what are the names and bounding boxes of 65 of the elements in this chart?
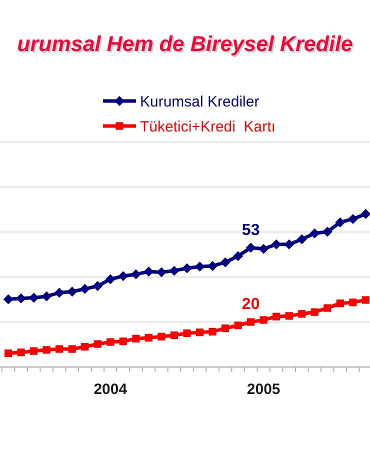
point: [324, 304, 332, 312]
point: [156, 267, 166, 278]
legend-label: Kurumsal Krediler: [140, 94, 260, 110]
point: [362, 296, 370, 304]
point: [336, 300, 344, 308]
point: [296, 234, 307, 244]
point: [42, 291, 52, 302]
point: [28, 292, 39, 303]
point: [310, 308, 318, 316]
point: [106, 338, 114, 346]
point: [260, 316, 268, 324]
point: [16, 293, 26, 304]
point: [208, 328, 216, 336]
data-label: 53: [242, 222, 260, 239]
point: [118, 271, 128, 282]
point: [247, 318, 255, 326]
point: [80, 284, 90, 294]
point: [335, 217, 346, 228]
point: [42, 346, 50, 354]
x-tick-label: 2005: [246, 381, 280, 398]
point: [105, 274, 116, 284]
point: [310, 228, 320, 238]
point: [119, 338, 127, 346]
chart-title: urumsal Hem de Bireysel Kredile: [18, 34, 354, 58]
point: [54, 288, 64, 298]
point: [322, 226, 332, 237]
point: [56, 345, 64, 353]
point: [67, 286, 78, 297]
point: [68, 345, 76, 353]
point: [182, 263, 192, 274]
point: [285, 312, 293, 320]
point: [349, 298, 357, 306]
point: [30, 347, 38, 355]
point: [81, 342, 89, 351]
point: [3, 294, 14, 304]
point: [130, 269, 141, 280]
point: [144, 266, 154, 277]
point: [196, 328, 204, 336]
point: [284, 239, 294, 250]
point: [272, 312, 280, 320]
legend-label: Tüketici+Kredi Kartı: [140, 118, 276, 136]
point: [4, 349, 12, 358]
point: [158, 332, 166, 340]
point: [169, 266, 180, 276]
x-tick-label: 2004: [94, 381, 128, 398]
point: [17, 348, 25, 356]
point: [92, 281, 103, 291]
point: [233, 251, 244, 262]
point: [94, 340, 102, 348]
point: [246, 242, 256, 253]
point: [144, 334, 153, 342]
point: [208, 260, 218, 271]
point: [183, 329, 191, 338]
point: [220, 257, 230, 268]
point: [348, 214, 358, 224]
point: [194, 262, 205, 272]
point: [170, 331, 178, 340]
point: [271, 239, 282, 250]
point: [360, 209, 370, 219]
point: [234, 322, 242, 330]
data-label: 20: [242, 296, 260, 313]
point: [298, 310, 306, 318]
point: [132, 334, 140, 342]
point: [221, 324, 230, 332]
point: [258, 244, 269, 254]
